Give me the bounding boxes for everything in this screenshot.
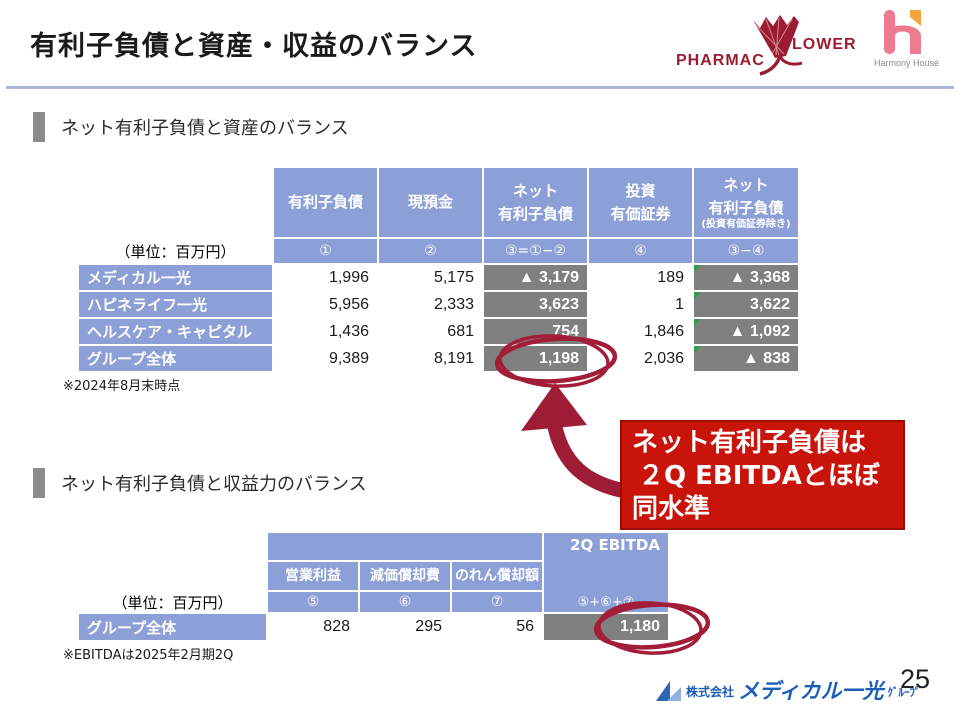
table-cell-net: 3,623 [484,292,587,317]
table1-header-spacer [79,168,272,237]
flower-icon [753,15,803,76]
table-cell: 828 [268,614,358,640]
section1-heading-text: ネット有利子負債と資産のバランス [61,118,349,139]
table-cell-net-ex: ▲ 1,092 [694,319,798,344]
table2-col-header-2: 減価償却費 [360,562,450,590]
harmony-house-label: Harmony House [874,58,940,68]
flower-text: LOWER [792,36,857,53]
table-cell-ebitda-highlighted: 1,180 [544,614,668,640]
table-cell: 1,436 [274,319,377,344]
net-debt-assets-table: 有利子負債 現預金 ネット 有利子負債 投資 有価証券 ネット 有利子負債 (投… [79,168,798,371]
table2-col-header-1: 営業利益 [268,562,358,590]
pharmac-text: PHARMAC [676,52,765,69]
table-cell: 1,846 [589,319,692,344]
callout-line: 同水準 [632,494,711,524]
table-cell-net: ▲ 3,179 [484,265,587,290]
harmony-house-logo: Harmony House [872,10,954,72]
table-cell: 8,191 [379,346,482,371]
table2-ebitda-header-cell: 2Q EBITDA ⑤+⑥+⑦ [544,533,668,612]
footer-company-logo: 株式会社 メディカル一光 ｸﾞﾙｰﾌﾟ [656,678,921,702]
table2-sub-1: ⑤ [268,592,358,612]
pharmac-flower-logo: PHARMAC LOWER [676,8,856,80]
harmony-h-icon [884,10,921,54]
table2-top-band [268,533,542,560]
table-cell: 9,389 [274,346,377,371]
table1-col-header-1: 有利子負債 [274,168,377,237]
table-row-label: グループ全体 [79,614,266,640]
table1-unit-label: （単位：百万円） [79,239,272,263]
col-header-note: (投資有価証券除き) [701,219,791,230]
page-title: 有利子負債と資産・収益のバランス [30,31,478,62]
col-header-line: 有利子負債 [287,193,363,212]
table-cell-net-ex: ▲ 3,368 [694,265,798,290]
table-cell: 5,175 [379,265,482,290]
table2-col-header-3: のれん償却額 [452,562,542,590]
section1-heading: ネット有利子負債と資産のバランス [33,112,349,142]
ebitda-table: 2Q EBITDA ⑤+⑥+⑦ 営業利益 減価償却費 のれん償却額 （単位：百万… [79,533,668,640]
table1-footnote: ※2024年8月末時点 [63,379,181,394]
callout-line: ネット有利子負債は [632,428,867,458]
table1-sub-4: ④ [589,239,692,263]
table-cell: 681 [379,319,482,344]
table-cell: 1 [589,292,692,317]
table-cell-net-highlighted: 1,198 [484,346,587,371]
table-cell-net-ex: ▲ 838 [694,346,798,371]
table1-col-header-2: 現預金 [379,168,482,237]
table-cell-net-ex: 3,622 [694,292,798,317]
col-header-line: 有価証券 [610,204,671,223]
table1-sub-2: ② [379,239,482,263]
page-number: 25 [900,664,931,694]
company-name: メディカル一光 [738,679,884,703]
title-underline [6,86,954,89]
table-cell: 295 [360,614,450,640]
table-cell-net: 754 [484,319,587,344]
section2-heading: ネット有利子負債と収益力のバランス [33,468,367,498]
section-bar [33,112,45,142]
section-bar [33,468,45,498]
ebitda-formula: ⑤+⑥+⑦ [577,595,635,610]
table-cell: 1,996 [274,265,377,290]
table-row-label: グループ全体 [79,346,272,371]
callout-box: ネット有利子負債は ２Q EBITDAとほぼ 同水準 [620,420,905,530]
col-header-line: 有利子負債 [708,198,784,217]
table-cell: 2,333 [379,292,482,317]
table1-col-header-5: ネット 有利子負債 (投資有価証券除き) [694,168,798,237]
table1-sub-1: ① [274,239,377,263]
arrow-up-icon [521,383,633,499]
table-cell: 2,036 [589,346,692,371]
company-mark-icon [656,681,681,701]
table-cell: 189 [589,265,692,290]
table-row-label: メディカル一光 [79,265,272,290]
table2-footnote: ※EBITDAは2025年2月期2Q [63,648,234,663]
table-cell: 56 [452,614,542,640]
table-row-label: ヘルスケア・キャピタル [79,319,272,344]
company-prefix: 株式会社 [686,685,735,699]
col-header-line: 現預金 [407,193,453,212]
table2-spacer [79,562,266,590]
col-header-line: 投資 [625,182,656,200]
table2-spacer [79,533,266,560]
table1-col-header-3: ネット 有利子負債 [484,168,587,237]
col-header-line: 有利子負債 [497,204,573,223]
ebitda-header: 2Q EBITDA [570,536,660,554]
table2-sub-2: ⑥ [360,592,450,612]
section2-heading-text: ネット有利子負債と収益力のバランス [61,474,367,495]
col-header-line: ネット [512,182,558,200]
table1-col-header-4: 投資 有価証券 [589,168,692,237]
company-suffix: ｸﾞﾙｰﾌﾟ [887,686,921,699]
callout-line: ２Q EBITDAとほぼ [638,461,880,491]
col-header-line: ネット [723,176,769,194]
table2-unit-label: （単位：百万円） [79,592,266,612]
table-cell: 5,956 [274,292,377,317]
table-row-label: ハピネライフ一光 [79,292,272,317]
table1-sub-5: ③−④ [694,239,798,263]
table1-sub-3: ③=①−② [484,239,587,263]
table2-sub-3: ⑦ [452,592,542,612]
